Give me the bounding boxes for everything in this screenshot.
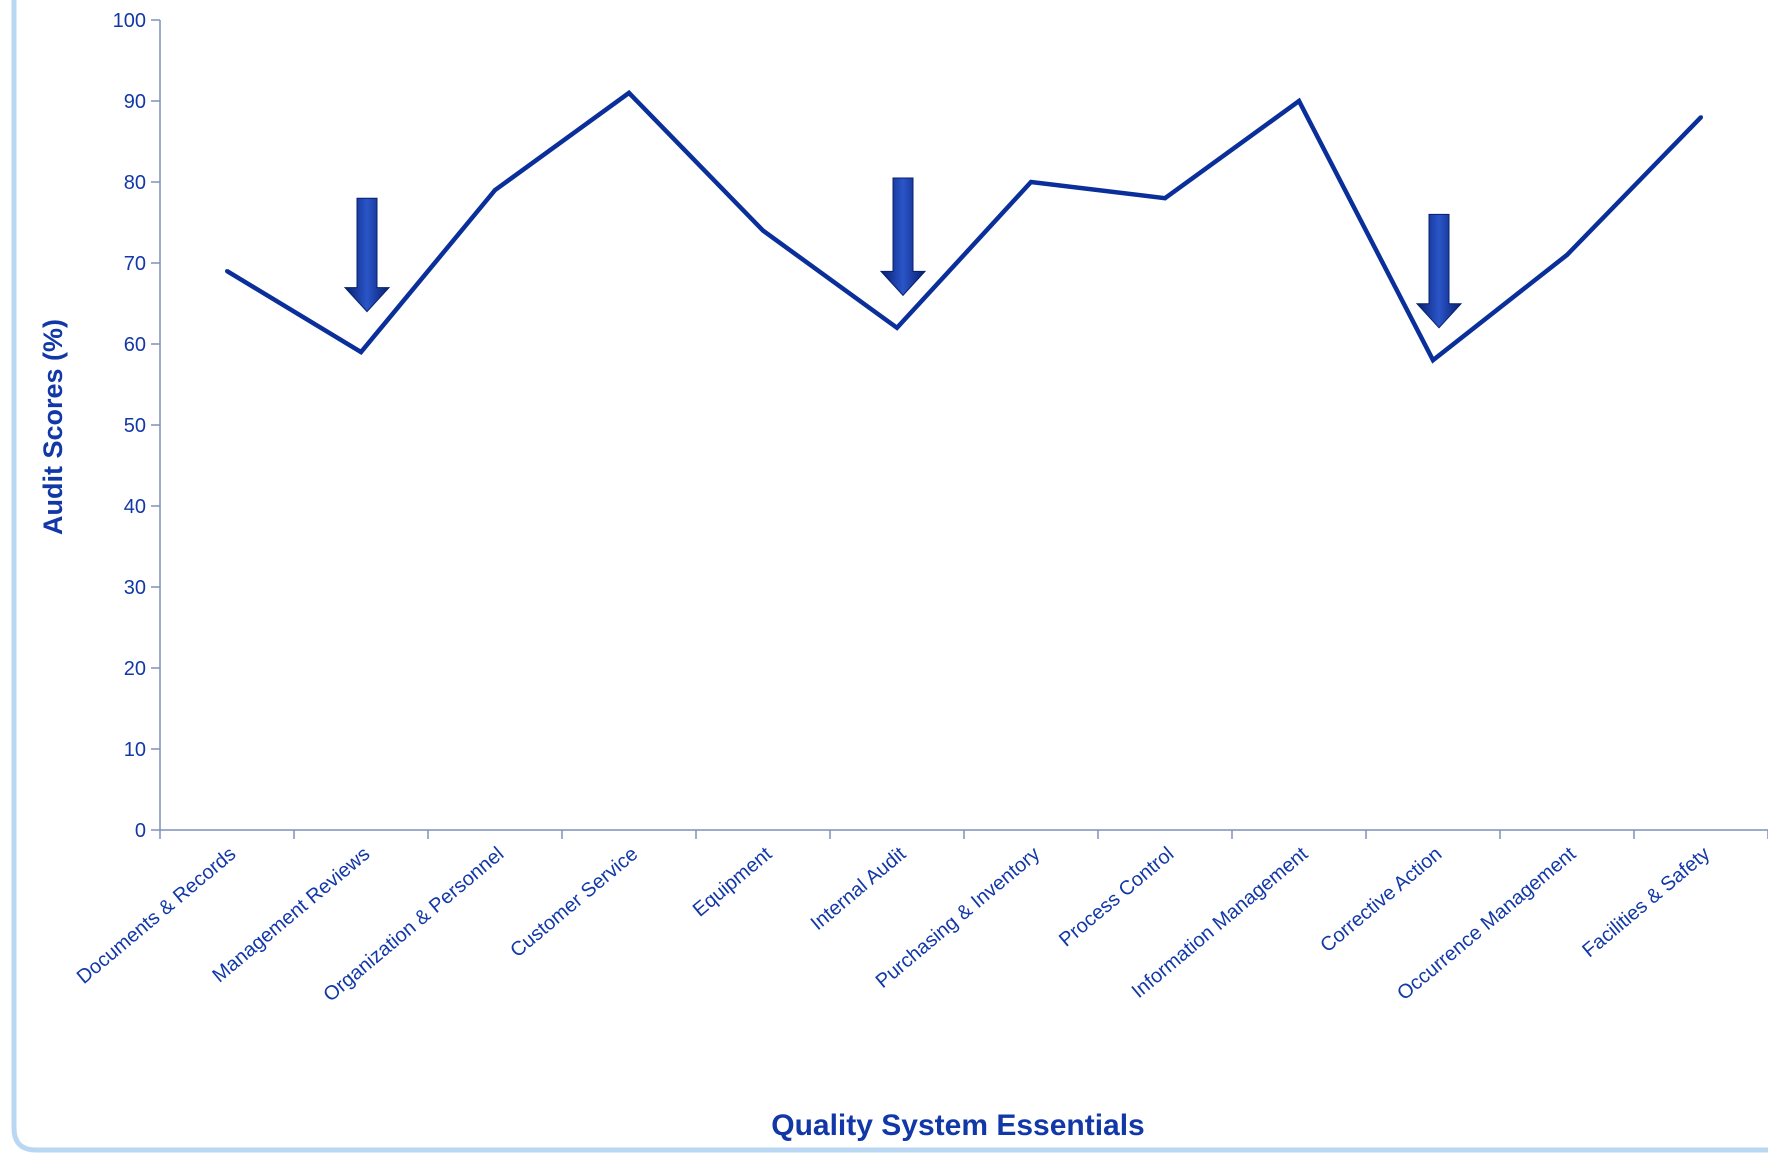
- data-point: [1163, 196, 1167, 201]
- down-arrow-icon: [343, 197, 391, 313]
- y-tick-label: 90: [124, 91, 146, 113]
- data-point: [761, 228, 765, 233]
- data-point: [225, 269, 229, 274]
- down-arrow-icon: [879, 177, 927, 297]
- down-arrow-icon: [1415, 213, 1463, 329]
- x-axis-title: Quality System Essentials: [771, 1109, 1145, 1142]
- x-tick-label: Equipment: [689, 843, 777, 922]
- y-tick-label: 100: [113, 10, 146, 32]
- data-point: [1431, 358, 1435, 363]
- data-point: [895, 325, 899, 330]
- y-tick-label: 40: [124, 496, 146, 518]
- y-tick-label: 70: [124, 253, 146, 275]
- x-tick-label: Internal Audit: [807, 843, 911, 935]
- data-point: [359, 350, 363, 355]
- y-axis: 0 10 20 30 40 50 60 70 80 90 100: [113, 10, 161, 842]
- x-tick-label: Facilities & Safety: [1578, 843, 1714, 962]
- data-point: [1029, 180, 1033, 184]
- x-tick-label: Corrective Action: [1316, 843, 1446, 957]
- frame-border: [11, 0, 1768, 1153]
- y-tick-label: 0: [135, 820, 146, 842]
- y-tick-label: 50: [124, 415, 146, 437]
- y-tick-label: 30: [124, 577, 146, 599]
- data-point: [1297, 99, 1301, 103]
- y-tick-label: 60: [124, 334, 146, 356]
- y-tick-label: 80: [124, 172, 146, 194]
- series-line: [225, 89, 1703, 364]
- annotation-layer: [343, 177, 1463, 329]
- x-tick-label: Customer Service: [506, 843, 642, 962]
- y-tick-label: 10: [124, 739, 146, 761]
- y-tick-label: 20: [124, 658, 146, 680]
- data-point: [1699, 115, 1703, 120]
- series-layer: [225, 89, 1703, 364]
- data-point: [493, 188, 497, 193]
- y-axis-title: Audit Scores (%): [38, 319, 68, 535]
- data-point: [627, 90, 631, 95]
- data-point: [1565, 252, 1569, 257]
- x-tick-label: Process Control: [1055, 843, 1178, 951]
